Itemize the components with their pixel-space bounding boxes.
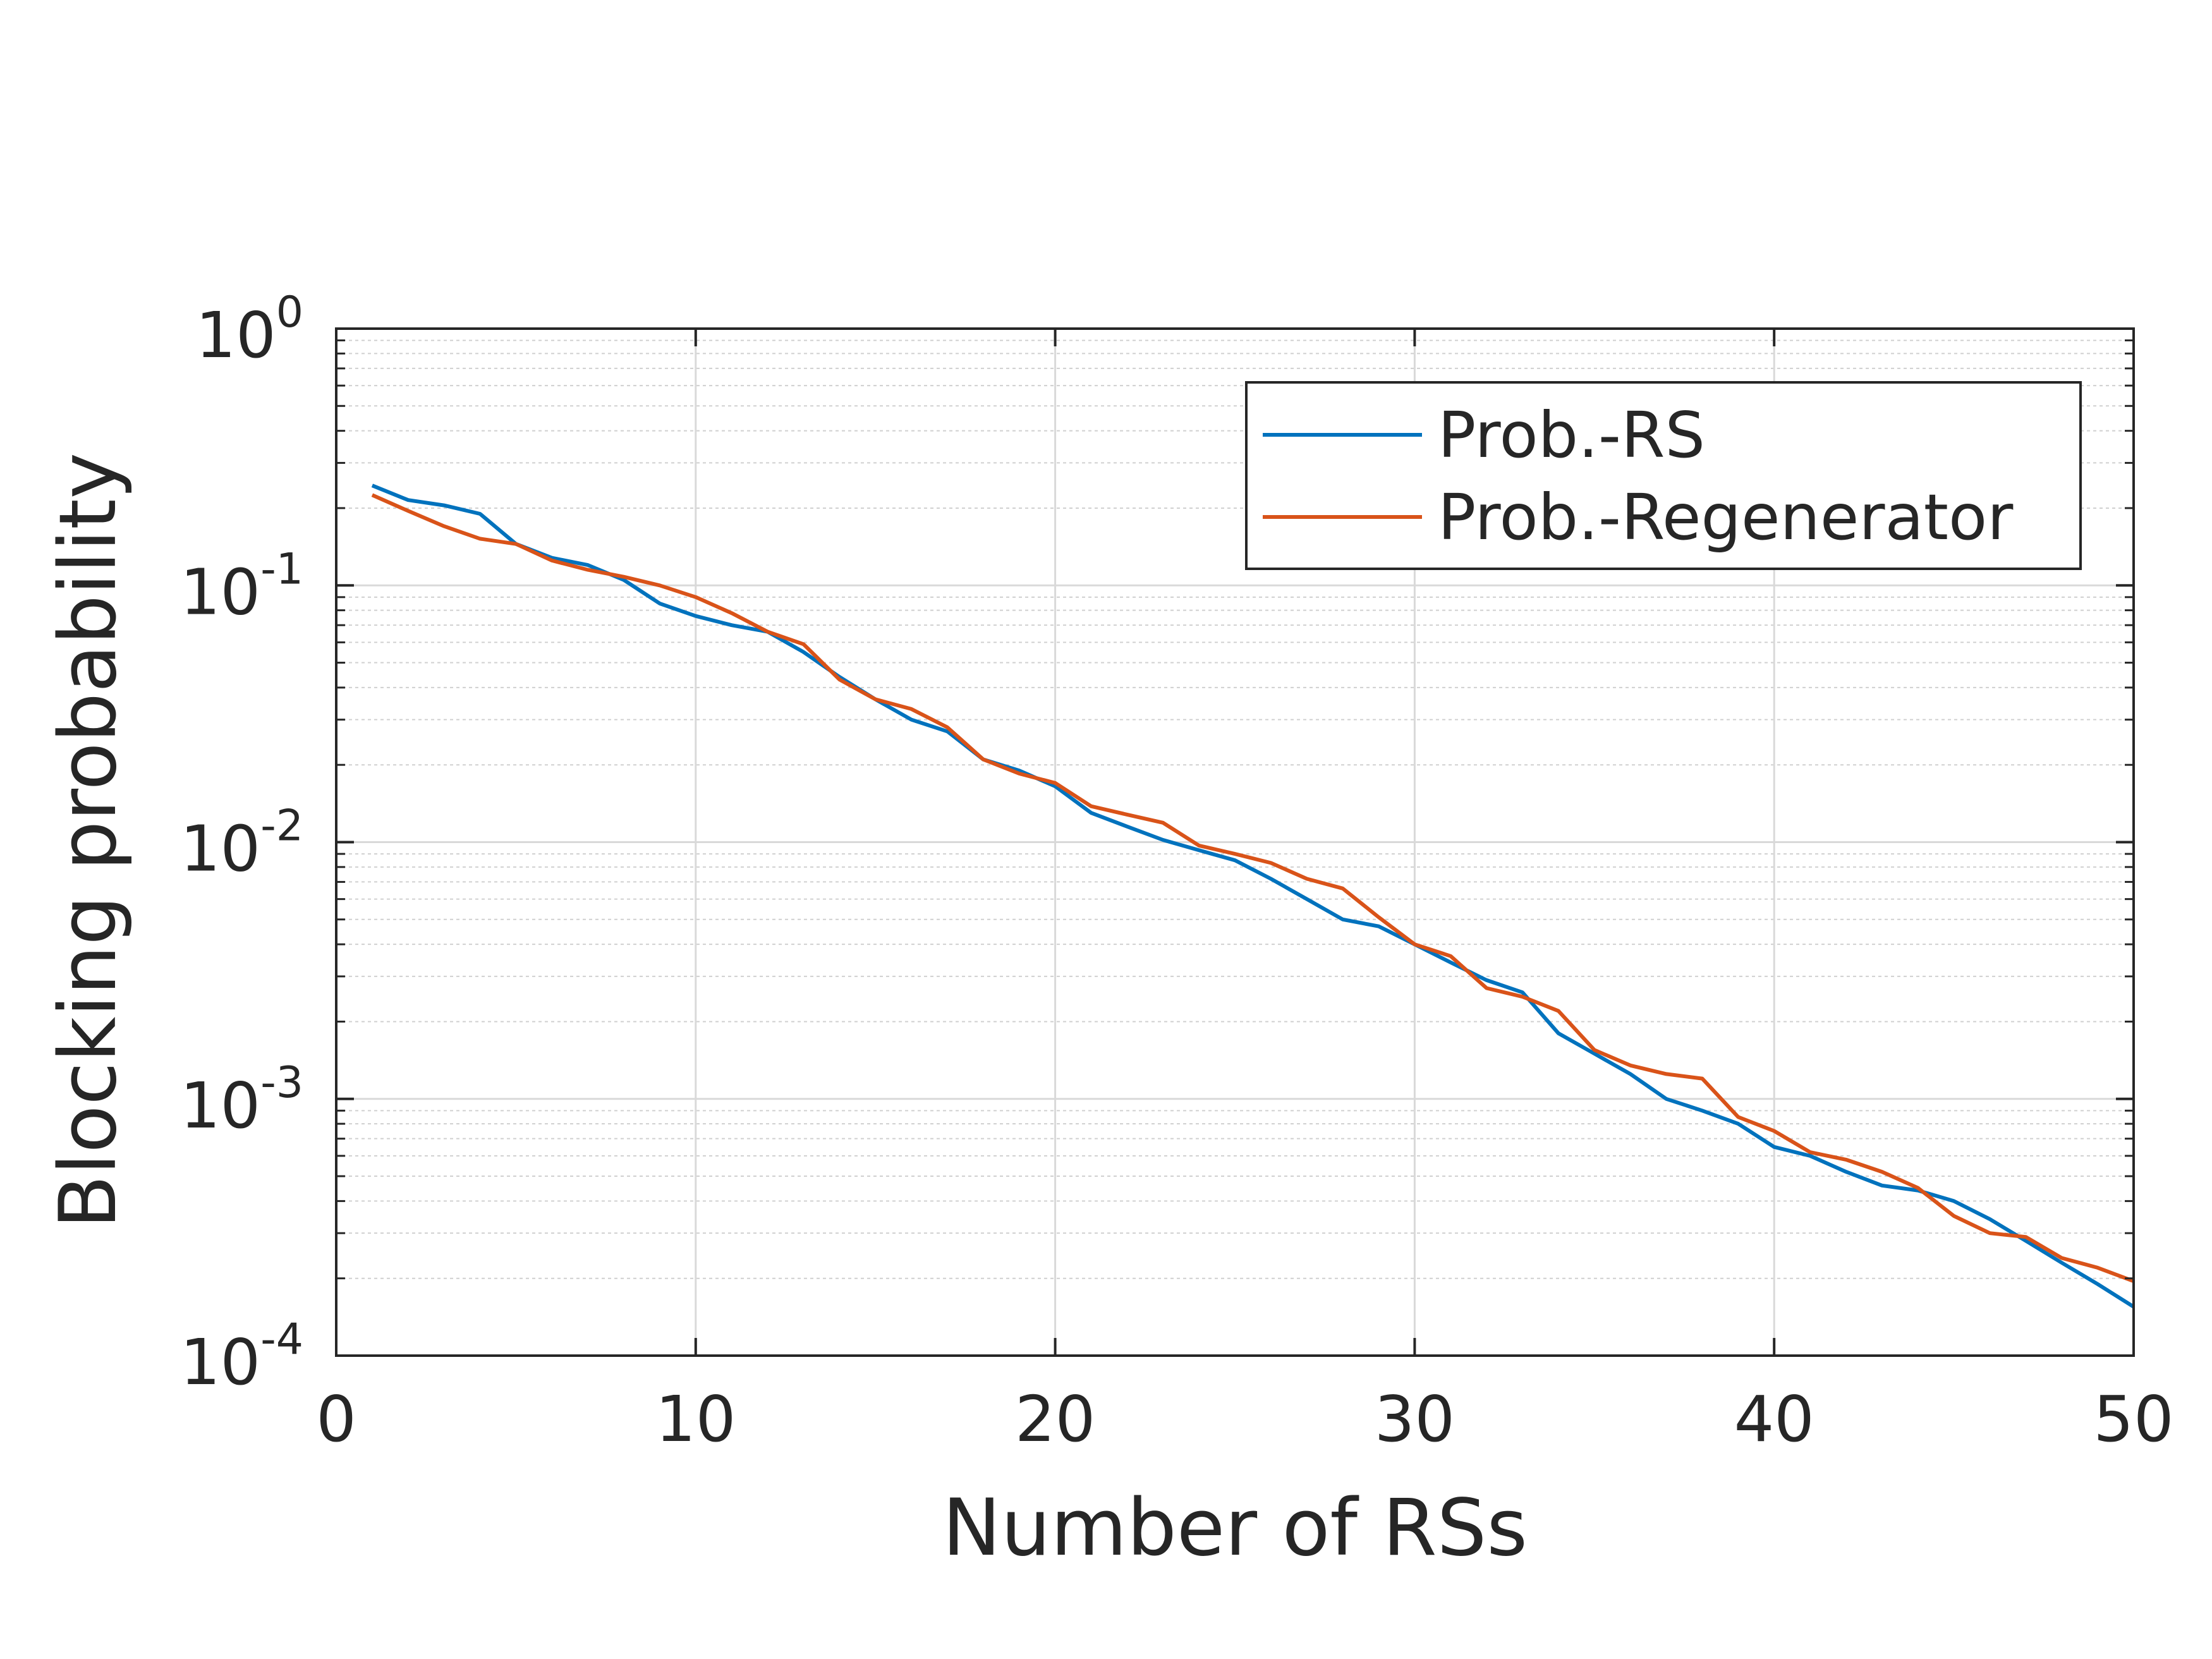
x-tick-label: 50: [2093, 1382, 2173, 1456]
axis-ticks: [335, 327, 2135, 1357]
x-axis-title: Number of RSs: [942, 1483, 1528, 1574]
plot-frame: [335, 327, 2135, 1357]
y-tick-label: 10-2: [180, 801, 303, 886]
x-tick-label: 0: [316, 1382, 356, 1456]
series-line-prob-rs: [371, 483, 2135, 1309]
minor-grid: [336, 339, 2134, 1279]
y-tick-label: 10-1: [180, 544, 303, 629]
y-tick-label: 10-3: [180, 1058, 303, 1143]
legend: Prob.-RS Prob.-Regenerator: [1245, 381, 2082, 570]
x-tick-label: 40: [1734, 1382, 1814, 1456]
legend-label-prob-regenerator: Prob.-Regenerator: [1438, 480, 2014, 554]
y-tick-labels: 100 10-1 10-2 10-3 10-4: [180, 288, 303, 1399]
x-tick-labels: 0 10 20 30 40 50: [316, 1382, 2173, 1456]
y-tick-label: 10-4: [180, 1315, 303, 1399]
series-lines: [371, 483, 2135, 1309]
x-tick-label: 20: [1015, 1382, 1095, 1456]
legend-label-prob-rs: Prob.-RS: [1438, 398, 1705, 472]
y-axis-title: Blocking probability: [43, 453, 134, 1229]
y-tick-label: 100: [195, 288, 303, 372]
x-tick-label: 30: [1375, 1382, 1455, 1456]
x-tick-label: 10: [655, 1382, 736, 1456]
legend-box: [1245, 381, 2082, 570]
series-line-prob-regenerator: [371, 493, 2135, 1284]
